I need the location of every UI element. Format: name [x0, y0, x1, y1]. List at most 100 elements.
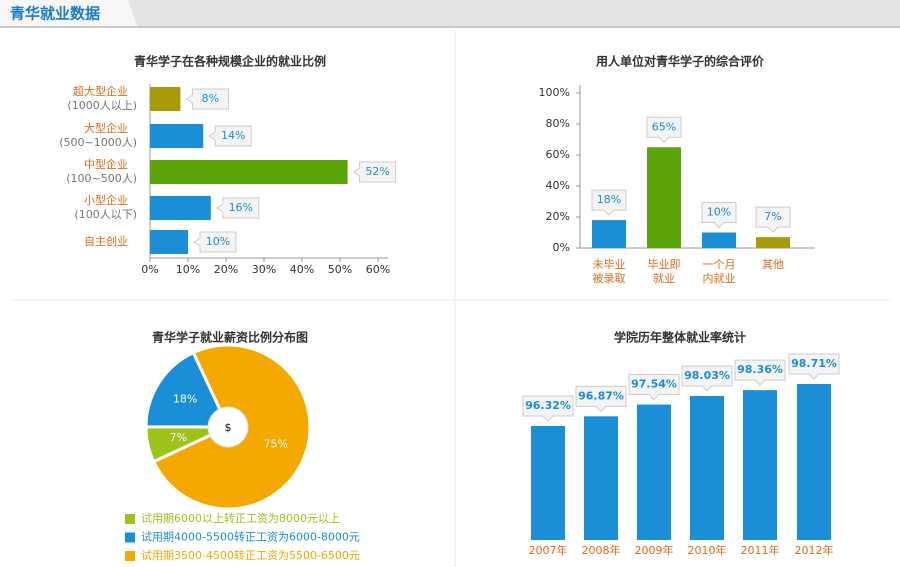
category-label: 内就业 [703, 271, 736, 285]
value-label: 96.32% [525, 399, 571, 412]
label-box [208, 125, 252, 147]
value-label: 18% [597, 193, 621, 206]
label-box [734, 359, 786, 386]
header-bar [0, 0, 900, 28]
value-label: 8% [202, 92, 219, 105]
category-label: 一个月 [703, 258, 736, 271]
category-label: 大型企业 [84, 121, 128, 135]
category-note: (1000人以上) [67, 99, 137, 112]
bar [150, 196, 211, 220]
value-label: 98.71% [791, 357, 837, 370]
bar [150, 160, 348, 184]
bar [584, 416, 618, 540]
chart-title: 青华学子就业薪资比例分布图 [152, 330, 308, 345]
slice-label: 7% [170, 431, 187, 444]
bar [702, 232, 736, 248]
value-label: 96.87% [578, 389, 624, 402]
bar [592, 220, 626, 248]
bar [150, 230, 188, 254]
chart-title: 用人单位对青华学子的综合评价 [595, 54, 765, 69]
label-box [628, 374, 680, 401]
category-note: (100~500人) [66, 172, 137, 185]
legend-swatch [125, 514, 135, 524]
x-tick-label: 30% [252, 263, 276, 276]
x-tick-label: 0% [141, 263, 158, 276]
value-label: 52% [365, 165, 389, 178]
pie-slice [144, 350, 231, 429]
value-label: 14% [221, 129, 245, 142]
value-label: 65% [652, 120, 676, 133]
x-tick-label: 20% [214, 263, 238, 276]
value-label: 10% [707, 206, 731, 219]
label-box [701, 202, 737, 229]
category-label: 2007年 [529, 543, 568, 557]
value-label: 10% [206, 235, 230, 248]
y-tick-label: 60% [546, 148, 570, 161]
chart-title: 学院历年整体就业率统计 [614, 330, 746, 345]
category-label: 2011年 [741, 543, 780, 557]
x-tick-label: 10% [176, 263, 200, 276]
label-box [646, 116, 682, 143]
bar [150, 87, 181, 111]
bar [637, 404, 671, 540]
center-label: $ [225, 421, 232, 434]
header-title: 青华就业数据 [10, 5, 100, 23]
bar [531, 426, 565, 540]
label-box [193, 231, 237, 253]
category-label: 2010年 [688, 543, 727, 557]
category-label: 中型企业 [84, 157, 128, 171]
label-box [575, 385, 627, 413]
category-label: 毕业即 [648, 258, 681, 271]
slice-label: 18% [173, 393, 197, 406]
y-tick-label: 80% [546, 117, 570, 130]
category-note: (100人以下) [74, 208, 137, 221]
label-box [755, 206, 791, 233]
category-label: 2008年 [582, 543, 621, 557]
x-tick-label: 50% [328, 263, 352, 276]
value-label: 98.03% [684, 369, 730, 382]
legend-swatch [125, 532, 135, 543]
x-tick-label: 60% [366, 263, 390, 276]
y-tick-label: 40% [546, 179, 570, 192]
category-label: 小型企业 [84, 193, 128, 207]
bar [690, 395, 724, 540]
category-label: 被录取 [593, 272, 626, 285]
category-label: 未毕业 [593, 258, 626, 271]
label-box [522, 395, 574, 422]
category-label: 超大型企业 [73, 84, 128, 98]
bar [797, 384, 831, 540]
label-box [591, 189, 627, 216]
value-label: 16% [229, 201, 253, 214]
y-tick-label: 0% [553, 241, 570, 254]
header-tab [0, 0, 138, 28]
legend-label: 试用期4000-5500转正工资为6000-8000元 [141, 530, 360, 544]
label-box [681, 365, 733, 392]
value-label: 98.36% [737, 363, 783, 376]
legend-label: 试用期6000以上转正工资为8000元以上 [141, 511, 340, 525]
header-rule [0, 26, 900, 28]
y-tick-label: 100% [539, 86, 570, 99]
category-note: (500~1000人) [59, 136, 137, 149]
category-label: 2009年 [635, 543, 674, 557]
slice-label: 75% [264, 437, 288, 450]
label-box [788, 353, 840, 380]
value-label: 97.54% [631, 378, 677, 391]
center-badge [207, 406, 249, 448]
bar [743, 390, 777, 540]
chart-title: 青华学子在各种规模企业的就业比例 [134, 54, 326, 69]
label-box [352, 161, 397, 183]
label-box [185, 88, 229, 110]
legend-label: 试用期3500-4500转正工资为5500-6500元 [141, 548, 360, 562]
bar [647, 147, 681, 248]
label-box [215, 197, 260, 219]
category-label: 自主创业 [84, 235, 128, 248]
category-label: 2012年 [795, 543, 834, 557]
category-label: 就业 [653, 271, 675, 285]
value-label: 7% [764, 210, 781, 223]
bar [150, 124, 204, 148]
x-tick-label: 40% [290, 263, 314, 276]
bar [756, 237, 790, 248]
y-tick-label: 20% [546, 210, 570, 223]
legend-swatch [125, 551, 135, 561]
